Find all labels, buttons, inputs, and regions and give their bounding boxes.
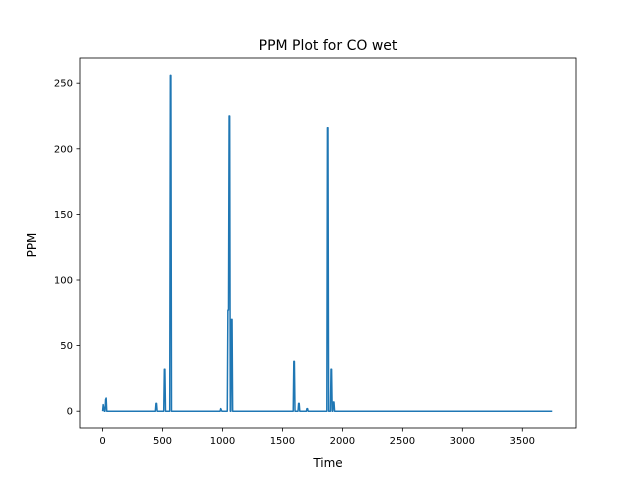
y-tick-label: 100 [54,276,73,287]
x-tick-label: 1500 [270,436,295,447]
x-tick-label: 3000 [450,436,475,447]
axes-frame [79,57,577,429]
x-tick-label: 1000 [210,436,235,447]
y-tick-label: 0 [67,407,73,418]
x-tick-label: 2500 [390,436,415,447]
y-tick-label: 150 [54,210,73,221]
y-tick-label: 50 [60,341,73,352]
y-tick-label: 250 [54,79,73,90]
plot-area [101,74,553,412]
x-tick-label: 3500 [510,436,535,447]
chart-title: PPM Plot for CO wet [259,38,398,54]
x-tick-label: 500 [153,436,172,447]
x-axis-label: Time [312,456,342,470]
y-axis-label: PPM [25,233,39,258]
x-tick-label: 2000 [330,436,355,447]
series-line [101,74,553,412]
axes: 0 500 1000 1500 2000 2500 3000 3500 0 50 100 150 200… [54,57,577,447]
y-tick-label: 200 [54,144,73,155]
x-tick-label: 0 [99,436,105,447]
